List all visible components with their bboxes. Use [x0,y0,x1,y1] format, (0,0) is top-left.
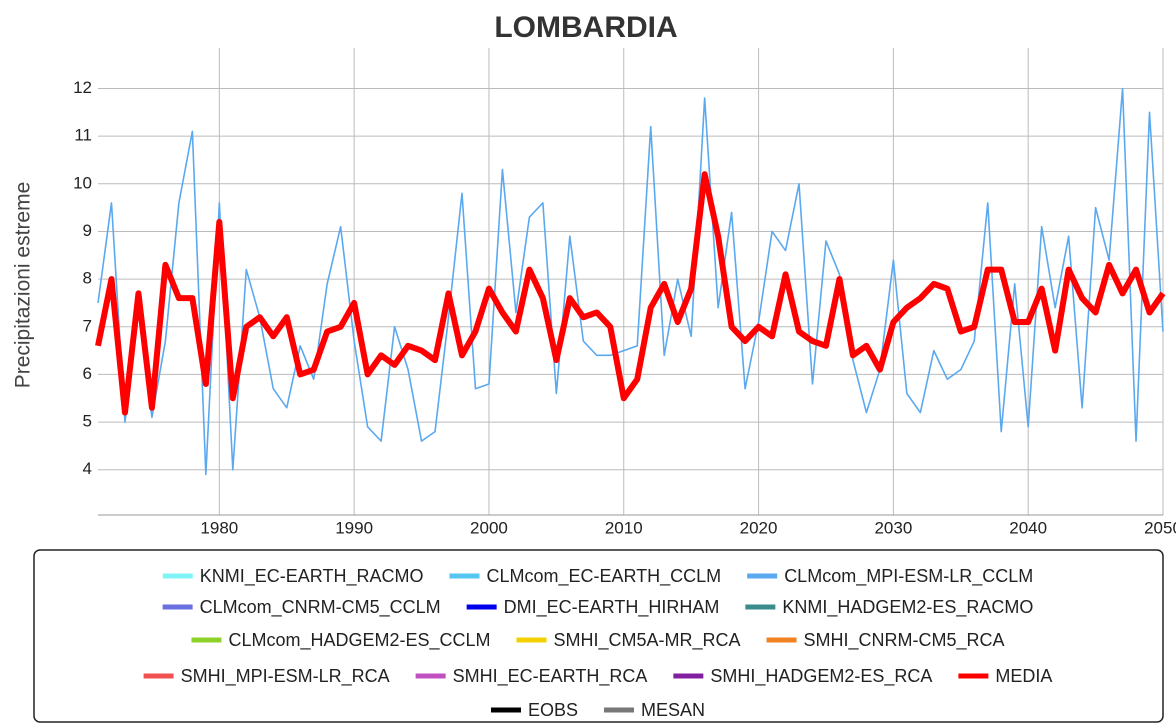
x-tick-label: 1990 [335,518,373,537]
y-tick-label: 12 [73,78,92,97]
legend-label: CLMcom_CNRM-CM5_CCLM [200,597,441,618]
legend-label: KNMI_HADGEM2-ES_RACMO [782,597,1033,618]
x-tick-label: 1980 [200,518,238,537]
chart-title: LOMBARDIA [494,11,677,44]
y-tick-label: 8 [83,269,92,288]
legend-label: SMHI_HADGEM2-ES_RCA [710,666,932,687]
legend-label: SMHI_EC-EARTH_RCA [453,666,648,687]
y-tick-label: 6 [83,364,92,383]
legend-label: DMI_EC-EARTH_HIRHAM [504,597,720,618]
y-tick-label: 9 [83,221,92,240]
y-tick-label: 11 [74,126,92,145]
legend-label: CLMcom_EC-EARTH_CCLM [486,566,721,587]
legend-label: EOBS [528,700,578,720]
legend-row: EOBS MESAN [490,700,705,720]
series-line [97,87,1164,476]
y-tick-label: 5 [83,412,92,431]
y-tick-label: 10 [73,173,92,192]
legend-box [33,549,1164,723]
legend-row: CLMcom_CNRM-CM5_CCLM DMI_EC-EARTH_HIRHAM K… [162,597,1033,618]
x-tick-label: 2020 [740,518,778,537]
legend-label: CLMcom_MPI-ESM-LR_CCLM [784,566,1033,587]
legend-row: SMHI_MPI-ESM-LR_RCA SMHI_EC-EARTH_RCA SMHI… [143,666,1052,687]
series-line [95,171,1166,416]
x-tick-label: 2010 [605,518,643,537]
x-tick-label: 2050 [1144,518,1176,537]
x-tick-label: 2030 [874,518,912,537]
x-tick-label: 2040 [1009,518,1047,537]
x-tick-label: 2000 [470,518,508,537]
legend-label: MESAN [641,700,705,720]
y-axis-label: Precipitazioni estreme [12,182,35,389]
legend-row: CLMcom_HADGEM2-ES_CCLM SMHI_CM5A-MR_RCA SM… [191,630,1005,651]
legend-label: SMHI_CNRM-CM5_RCA [804,630,1005,651]
legend-label: KNMI_EC-EARTH_RACMO [200,566,424,587]
y-tick-label: 7 [83,316,92,335]
legend-row: KNMI_EC-EARTH_RACMO CLMcom_EC-EARTH_CCLM C… [162,566,1033,587]
y-tick-label: 4 [83,459,92,478]
legend-label: SMHI_CM5A-MR_RCA [554,630,741,651]
legend-label: MEDIA [995,666,1052,686]
legend-label: SMHI_MPI-ESM-LR_RCA [181,666,390,687]
legend-label: CLMcom_HADGEM2-ES_CCLM [228,630,490,651]
